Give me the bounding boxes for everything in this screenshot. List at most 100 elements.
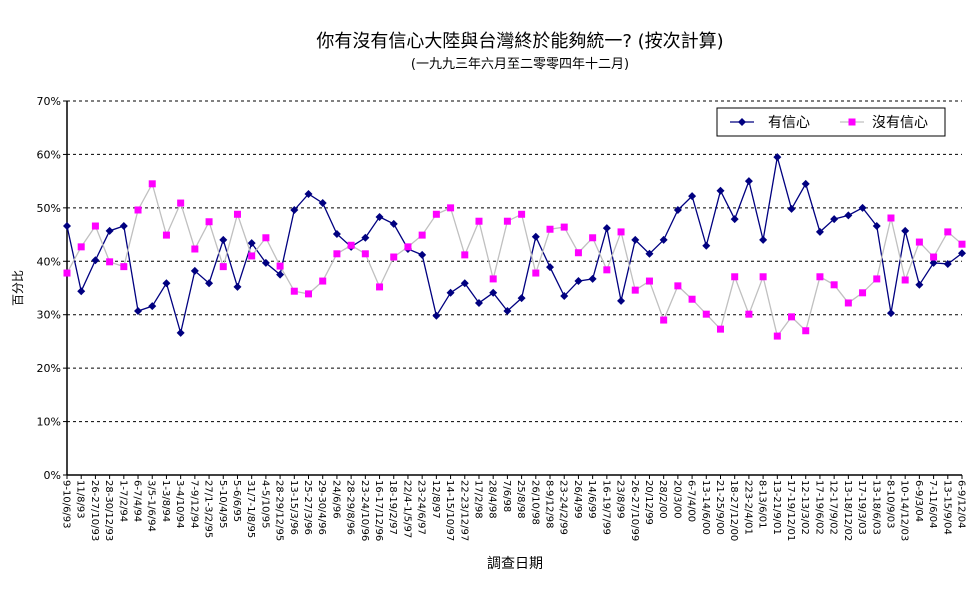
x-tick-label: 10-14/12/03: [899, 480, 910, 541]
data-point: [489, 288, 498, 297]
x-tick-label: 27/1-3/2/95: [203, 480, 214, 538]
data-point: [802, 327, 810, 335]
x-tick-label: 26-27/10/93: [89, 480, 100, 541]
x-tick-label: 23/8/99: [615, 480, 626, 519]
data-point: [873, 275, 881, 283]
x-tick-label: 20/12/99: [643, 480, 654, 525]
x-tick-label: 17-19/6/02: [813, 480, 824, 535]
data-point: [461, 251, 469, 259]
legend-marker: [848, 118, 856, 126]
x-tick-label: 17-19/12/01: [785, 480, 796, 541]
x-tick-label: 31/7-1/8/95: [245, 480, 256, 538]
y-tick-label: 70%: [37, 95, 61, 108]
data-point: [944, 228, 952, 236]
x-tick-label: 8-10/9/03: [884, 480, 895, 529]
x-tick-label: 26-27/10/99: [629, 480, 640, 541]
data-point: [77, 243, 85, 251]
legend: 有信心 沒有信心: [716, 107, 946, 137]
data-point: [134, 206, 142, 214]
data-point: [830, 281, 838, 289]
data-point: [929, 258, 938, 267]
x-tick-label: 7/6/98: [501, 480, 512, 512]
x-tick-label: 12/8/97: [430, 480, 441, 519]
x-tick-label: 12-17/9/02: [828, 480, 839, 535]
data-point: [617, 228, 625, 236]
legend-label: 有信心: [768, 115, 810, 131]
legend-box: [716, 107, 946, 137]
x-tick-label: 20/3/00: [671, 480, 682, 519]
data-point: [233, 282, 242, 291]
data-point: [631, 235, 640, 244]
x-tick-label: 21-25/9/00: [714, 480, 725, 535]
data-point: [375, 212, 384, 221]
data-point: [603, 266, 611, 274]
data-point: [248, 252, 256, 260]
x-tick-label: 8-13/6/01: [757, 480, 768, 529]
data-point: [958, 249, 966, 258]
x-tick-label: 17-19/3/03: [856, 480, 867, 535]
data-point: [290, 287, 298, 295]
data-point: [418, 231, 426, 239]
x-tick-label: 14/6/99: [586, 480, 597, 519]
x-tick-label: 24/6/96: [330, 480, 341, 519]
data-point: [744, 177, 753, 186]
data-point: [602, 224, 611, 233]
data-point: [702, 310, 710, 318]
data-point: [119, 222, 128, 231]
data-point: [262, 234, 270, 242]
x-tick-label: 23-24/6/97: [416, 480, 427, 535]
data-point: [674, 282, 682, 290]
y-tick-label: 10%: [37, 416, 61, 429]
x-tick-label: 22/4-1/5/97: [401, 480, 412, 538]
data-point: [432, 210, 440, 218]
data-point: [887, 214, 895, 222]
data-point: [503, 217, 511, 225]
data-point: [319, 277, 327, 285]
data-point: [858, 203, 867, 212]
data-point: [745, 310, 753, 318]
data-point: [261, 258, 270, 267]
x-tick-label: 13-14/6/00: [700, 480, 711, 535]
data-point: [318, 199, 327, 208]
x-tick-label: 9-10/6/93: [61, 480, 72, 529]
data-point: [162, 231, 170, 239]
data-point: [589, 234, 597, 242]
data-point: [660, 316, 668, 324]
data-point: [233, 210, 241, 218]
data-point: [886, 309, 895, 318]
x-tick-label: 23-24/10/96: [359, 480, 370, 541]
data-point: [190, 266, 199, 275]
x-tick-label: 28-30/12/93: [103, 480, 114, 541]
data-point: [276, 270, 285, 279]
y-tick-label: 60%: [37, 148, 61, 161]
data-point: [120, 263, 128, 271]
data-point: [77, 287, 86, 296]
data-point: [432, 311, 441, 320]
data-point: [659, 235, 668, 244]
data-point: [91, 222, 99, 230]
data-point: [546, 263, 555, 272]
data-point: [617, 296, 626, 305]
x-tick-label: 13-15/3/96: [288, 480, 299, 535]
data-point: [702, 241, 711, 250]
chart-subtitle: (一九九三年六月至二零零四年十二月): [411, 57, 629, 72]
x-tick-label: 17/2/98: [472, 480, 483, 519]
data-point: [390, 253, 398, 261]
data-point: [844, 211, 853, 220]
data-point: [759, 235, 768, 244]
data-point: [148, 180, 156, 188]
data-point: [447, 204, 455, 212]
data-point: [518, 210, 526, 218]
data-point: [901, 226, 910, 235]
data-point: [304, 189, 313, 198]
data-point: [816, 273, 824, 281]
x-tick-label: 6-9/3/04: [913, 480, 924, 522]
data-point: [162, 279, 171, 288]
data-point: [773, 153, 782, 162]
x-tick-label: 28-29/12/95: [274, 480, 285, 541]
x-tick-label: 3/5-1/6/94: [146, 480, 157, 532]
data-point: [844, 299, 852, 307]
data-point: [460, 279, 469, 288]
data-point: [915, 280, 924, 289]
